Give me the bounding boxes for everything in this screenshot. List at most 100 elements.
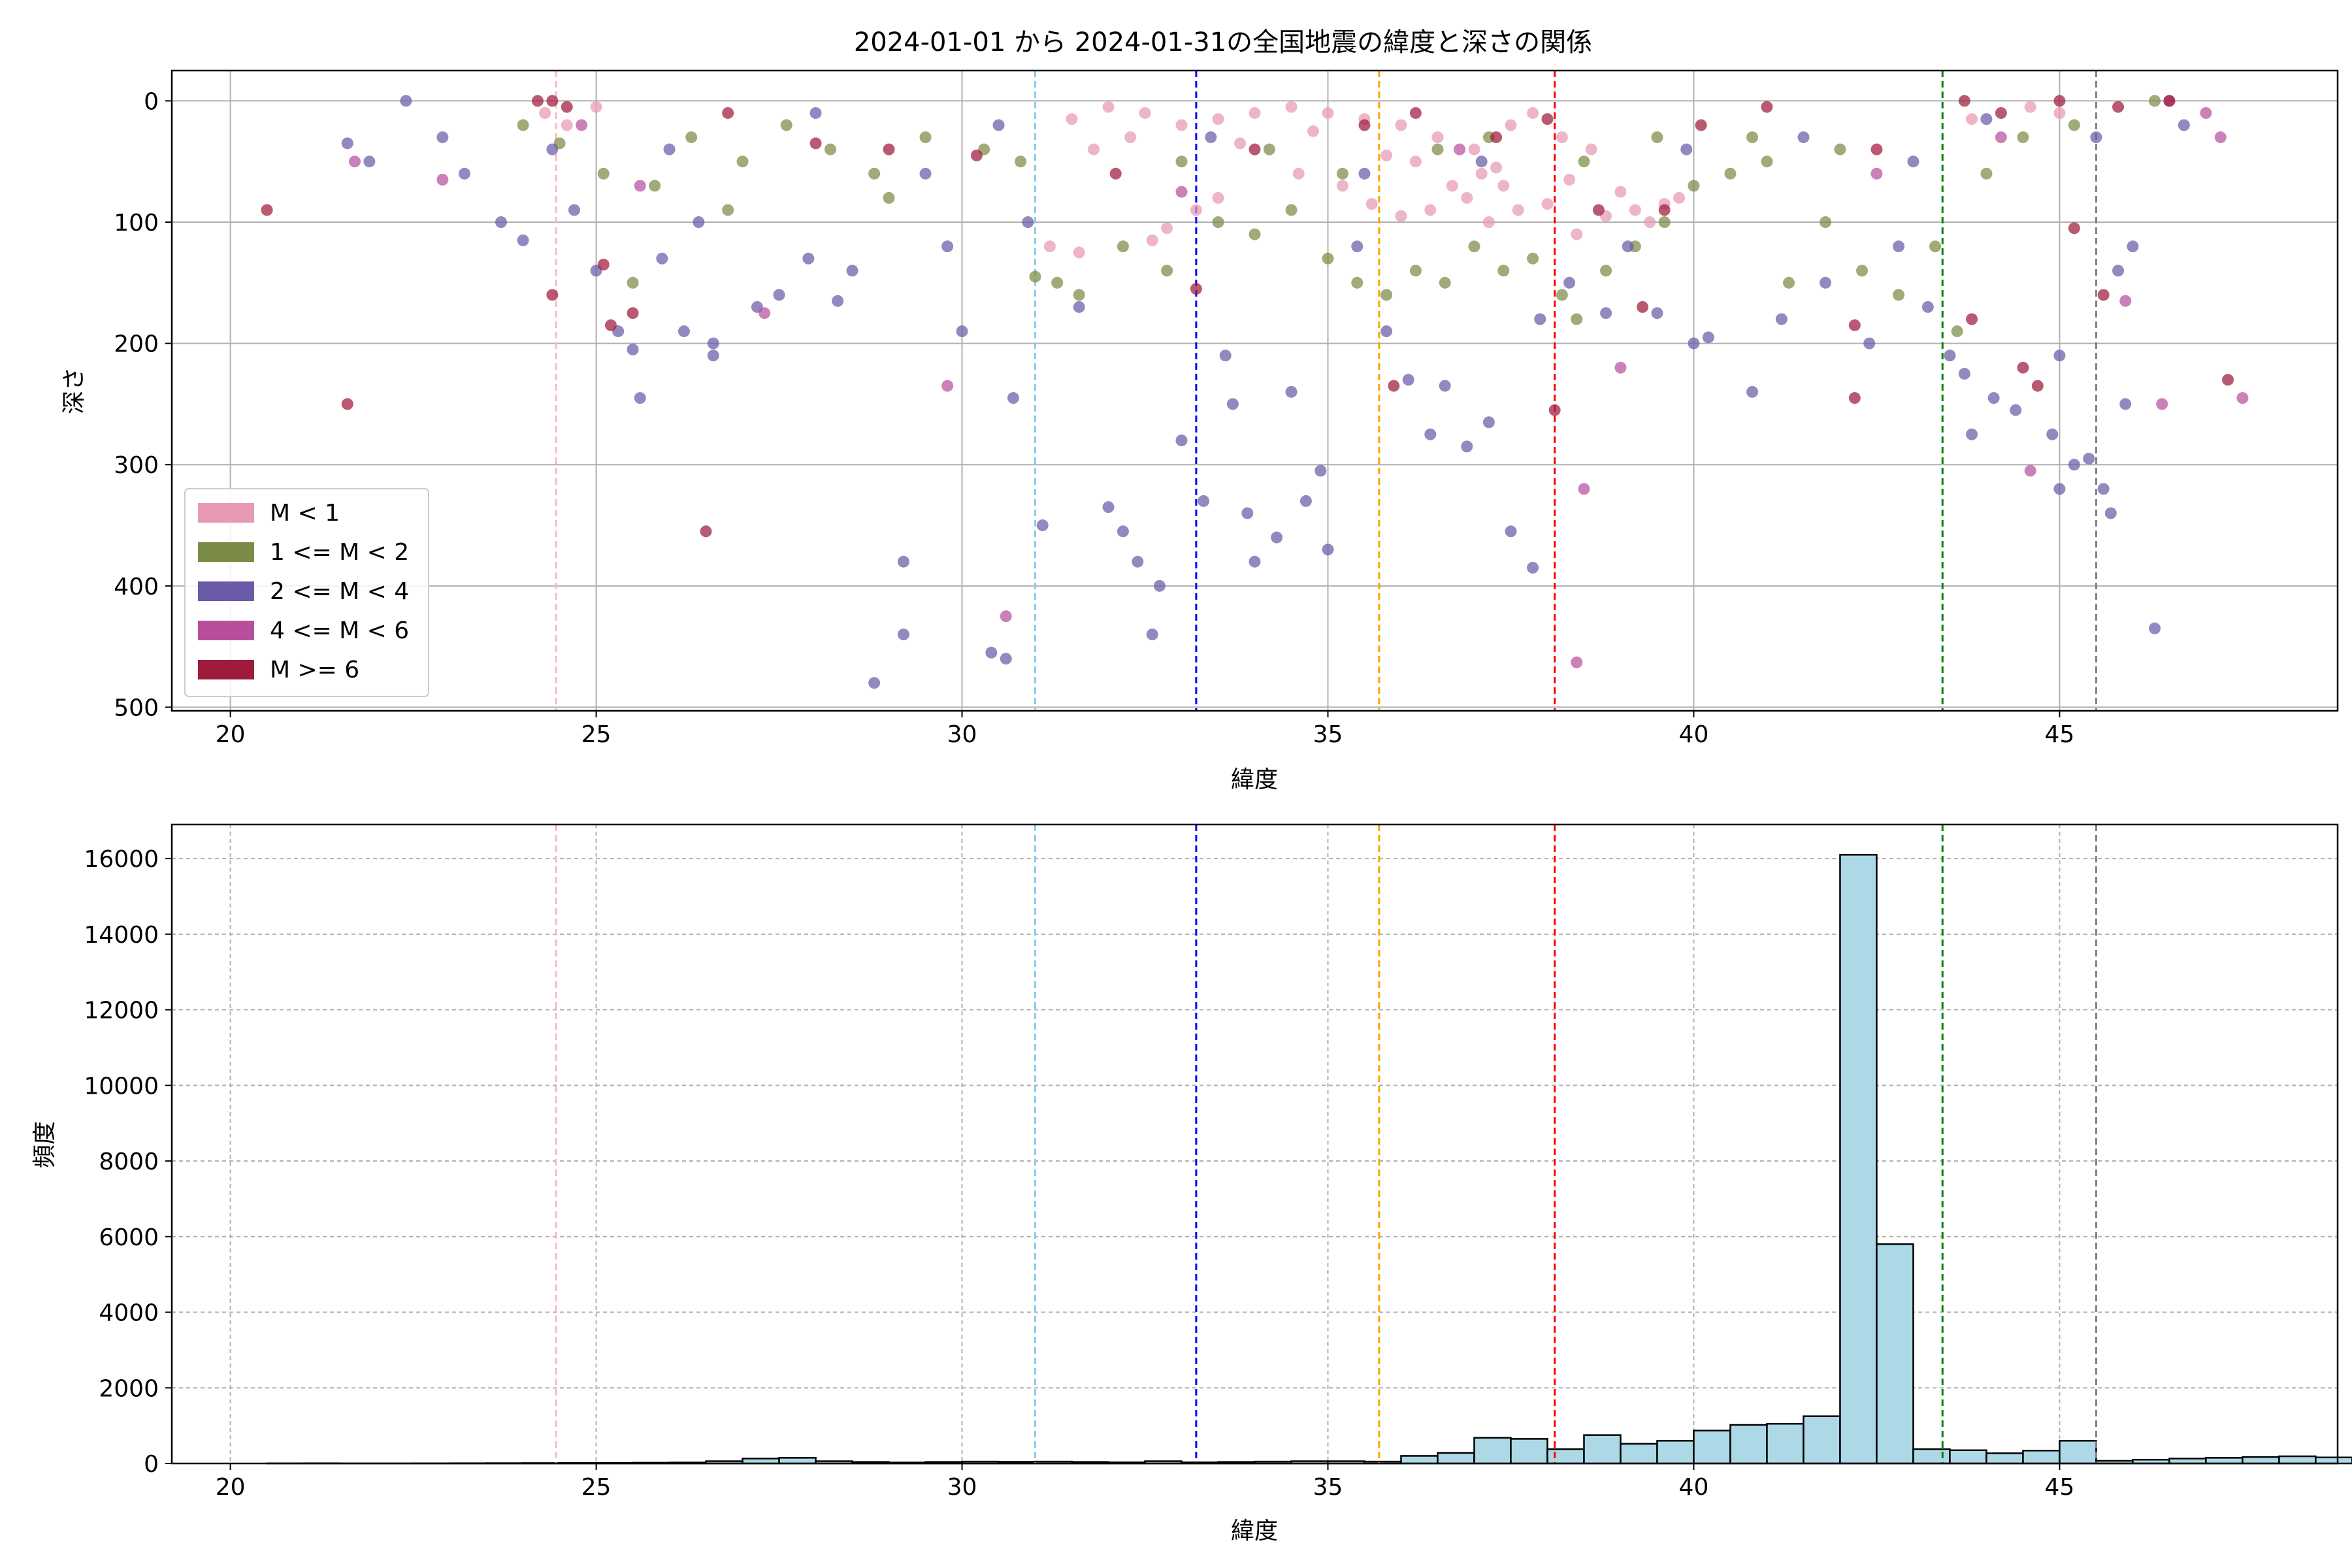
histogram-y-tick-label: 10000 (84, 1073, 159, 1100)
scatter-point (1848, 319, 1861, 331)
histogram-bar (1693, 1429, 1731, 1465)
scatter-point (539, 106, 551, 119)
scatter-point (663, 143, 676, 155)
scatter-point (868, 167, 881, 180)
scatter-y-tick-label: 200 (114, 331, 159, 358)
scatter-point (1446, 180, 1458, 192)
histogram-plot-frame (171, 823, 2339, 1465)
scatter-point (1651, 307, 1663, 319)
scatter-point (1482, 216, 1495, 229)
scatter-point (1820, 216, 1832, 229)
legend-box (184, 488, 429, 697)
scatter-point (1102, 501, 1115, 514)
histogram-gridlines (172, 825, 2338, 1464)
scatter-point (1073, 289, 1085, 301)
scatter-point (1336, 167, 1348, 180)
histogram-y-tick-label: 14000 (84, 922, 159, 949)
scatter-point (759, 307, 771, 319)
scatter-point (1190, 283, 1202, 295)
scatter-point (1468, 240, 1480, 253)
scatter-point (2068, 119, 2080, 131)
scatter-series-0 (539, 101, 2066, 259)
scatter-point (458, 167, 470, 180)
histogram-bars (266, 854, 2352, 1465)
scatter-point (1292, 167, 1305, 180)
scatter-point (1153, 580, 1166, 592)
scatter-point (2053, 106, 2066, 119)
scatter-series-2 (341, 95, 2190, 689)
histogram-y-tick-label: 6000 (99, 1224, 159, 1251)
scatter-point (1658, 204, 1671, 216)
scatter-point (1468, 143, 1480, 155)
scatter-point (941, 380, 954, 392)
scatter-point (685, 131, 698, 144)
scatter-point (1212, 191, 1224, 204)
scatter-point (2090, 131, 2102, 144)
scatter-point (1249, 555, 1261, 568)
scatter-point (1358, 119, 1371, 131)
scatter-point (1966, 113, 1978, 125)
scatter-point (1395, 119, 1407, 131)
scatter-point (985, 646, 998, 659)
scatter-point (1424, 428, 1437, 440)
scatter-point (1409, 106, 1422, 119)
scatter-point (1797, 131, 1810, 144)
scatter-point (1299, 495, 1312, 507)
scatter-point (919, 131, 932, 144)
scatter-point (897, 629, 909, 641)
histogram-plot-area (172, 825, 2338, 1463)
scatter-point (1995, 131, 2007, 144)
scatter-point (1592, 204, 1605, 216)
scatter-point (627, 276, 639, 289)
scatter-point (1431, 131, 1444, 144)
scatter-point (1117, 240, 1129, 253)
scatter-reference-lines (555, 71, 2097, 711)
scatter-point (1051, 276, 1064, 289)
scatter-point (517, 119, 529, 131)
scatter-point (919, 167, 932, 180)
histogram-bar (1729, 1424, 1768, 1465)
scatter-point (597, 167, 610, 180)
scatter-point (1029, 270, 1041, 283)
scatter-point (1175, 434, 1188, 447)
scatter-point (1600, 307, 1612, 319)
histogram-bar (1985, 1452, 2024, 1465)
scatter-point (2046, 428, 2059, 440)
scatter-point (832, 295, 844, 307)
scatter-x-ticks: 20 25 30 35 40 45 (216, 711, 2074, 748)
scatter-point (1066, 113, 1078, 125)
scatter-point (1534, 313, 1546, 325)
scatter-point (1175, 186, 1188, 198)
scatter-point (1226, 398, 1239, 410)
legend-swatch (198, 542, 254, 562)
scatter-point (678, 325, 690, 338)
scatter-point (2156, 398, 2168, 410)
legend-label: 2 <= M < 4 (270, 578, 409, 605)
scatter-point (1571, 313, 1583, 325)
scatter-point (2112, 101, 2125, 113)
scatter-point (546, 95, 559, 107)
legend-label: M >= 6 (270, 657, 359, 683)
scatter-point (1571, 656, 1583, 668)
scatter-x-tick-label: 35 (1313, 721, 1343, 748)
scatter-point (1249, 143, 1261, 155)
histogram-x-tick-label: 40 (1679, 1474, 1709, 1501)
scatter-point (1658, 216, 1671, 229)
scatter-point (2097, 289, 2110, 301)
scatter-point (1848, 392, 1861, 404)
scatter-point (1431, 143, 1444, 155)
scatter-x-axis-label: 緯度 (1231, 766, 1278, 793)
histogram-x-ticks: 20 25 30 35 40 45 (216, 1463, 2074, 1501)
scatter-point (1893, 289, 1905, 301)
histogram-bar (1656, 1440, 1695, 1465)
legend-label: M < 1 (270, 500, 340, 527)
scatter-point (1241, 507, 1254, 519)
scatter-point (2017, 131, 2029, 144)
histogram-bar (2205, 1457, 2244, 1465)
scatter-point (1995, 106, 2007, 119)
scatter-point (1987, 392, 2000, 404)
scatter-point (627, 307, 639, 319)
scatter-point (1146, 629, 1158, 641)
scatter-point (846, 265, 858, 277)
scatter-point (1944, 350, 1956, 362)
